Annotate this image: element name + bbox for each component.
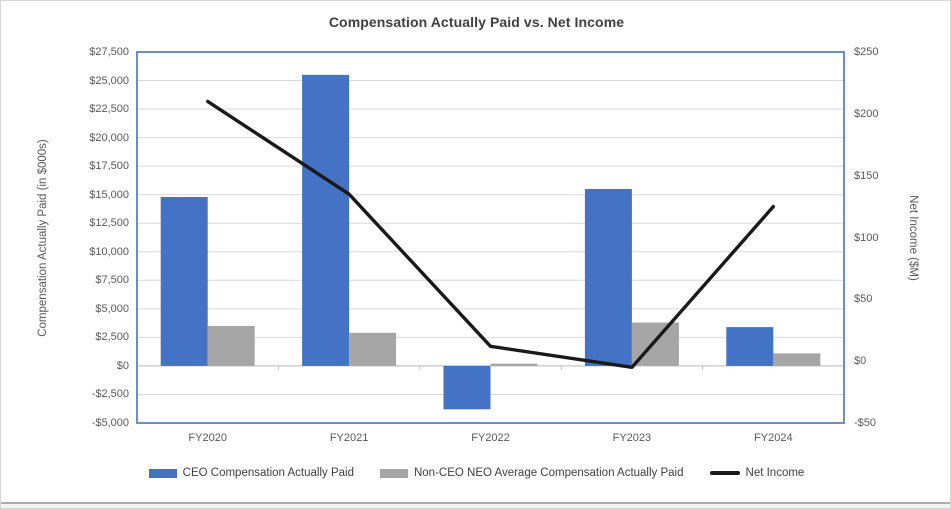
bar-nonceo-fy2022: [490, 363, 538, 366]
left-axis-tick-label: $17,500: [89, 160, 129, 173]
legend-label-ceo: CEO Compensation Actually Paid: [182, 467, 354, 479]
legend-item-nonceo-compensation: Non-CEO NEO Average Compensation Actuall…: [379, 467, 684, 479]
left-axis-tick-label: $2,500: [95, 331, 129, 344]
left-axis-tick-label: $20,000: [89, 131, 129, 144]
left-axis-tick-label: $7,500: [95, 274, 129, 287]
bottom-divider: [1, 502, 950, 504]
bar-ceo-fy2022: [443, 365, 491, 410]
ceo-bar-swatch-icon: [148, 468, 177, 478]
bar-nonceo-fy2021: [349, 332, 397, 366]
legend: CEO Compensation Actually Paid Non-CEO N…: [1, 463, 950, 483]
left-axis-tick-label: $25,000: [89, 74, 129, 87]
bar-nonceo-fy2020: [207, 325, 255, 366]
right-axis-tick-label: $0: [854, 355, 867, 368]
right-axis-tick-label: $250: [854, 46, 879, 58]
bar-nonceo-fy2024: [773, 353, 821, 366]
left-axis-tick-label: $12,500: [89, 217, 129, 230]
legend-label-net-income: Net Income: [745, 467, 805, 479]
chart-title: Compensation Actually Paid vs. Net Incom…: [328, 14, 625, 30]
right-axis-tick-label: -$50: [854, 417, 877, 429]
legend-item-ceo-compensation: CEO Compensation Actually Paid: [148, 467, 354, 479]
plot-border: [136, 51, 845, 424]
right-axis-tick-label: $150: [854, 169, 879, 182]
bar-ceo-fy2021: [302, 74, 350, 366]
category-axis-label: FY2021: [329, 432, 369, 444]
nonceo-bar-swatch-icon: [379, 468, 408, 478]
left-axis-tick-label: -$2,500: [91, 388, 129, 401]
category-axis-label: FY2023: [612, 432, 652, 444]
bottom-margin-strip: [1, 504, 950, 508]
left-axis-tick-label: $27,500: [89, 46, 129, 58]
left-axis-tick-label: $0: [116, 359, 129, 372]
bar-ceo-fy2020: [160, 196, 208, 366]
category-axis-label: FY2020: [188, 432, 227, 444]
category-axis-label: FY2022: [471, 432, 510, 444]
left-axis-tick-label: -$5,000: [91, 417, 129, 429]
net-income-line-swatch-icon: [709, 471, 740, 475]
right-axis-tick-label: $200: [854, 107, 879, 120]
left-axis-tick-label: $15,000: [89, 188, 129, 201]
left-axis-tick-label: $10,000: [89, 245, 129, 258]
bar-ceo-fy2023: [584, 188, 632, 366]
right-axis-tick-label: $50: [854, 293, 873, 306]
right-axis-tick-label: $100: [854, 231, 879, 244]
left-axis-tick-label: $5,000: [95, 302, 129, 315]
net-income-line: [205, 99, 775, 370]
left-axis-tick-label: $22,500: [89, 103, 129, 116]
legend-item-net-income: Net Income: [709, 467, 805, 479]
legend-label-nonceo: Non-CEO NEO Average Compensation Actuall…: [413, 467, 684, 479]
bar-ceo-fy2024: [726, 327, 774, 366]
category-axis-label: FY2024: [754, 432, 793, 444]
